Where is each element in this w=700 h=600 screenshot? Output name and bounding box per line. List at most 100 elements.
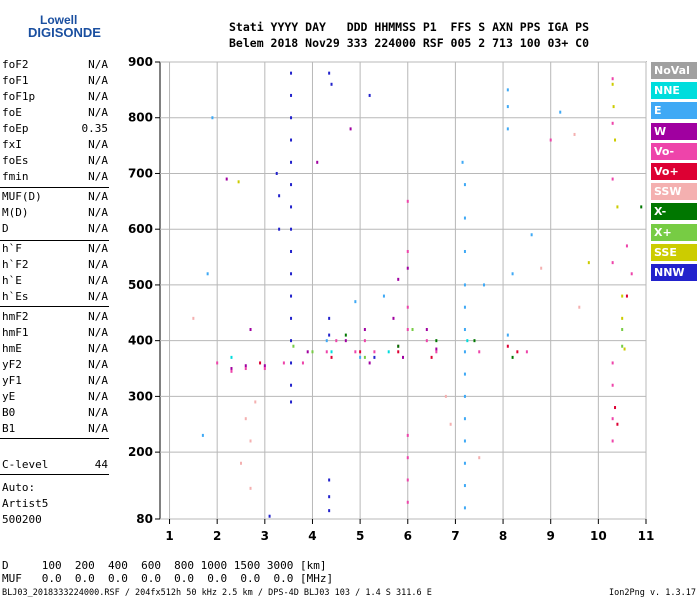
data-point-e — [511, 272, 514, 276]
data-point-e — [506, 333, 509, 337]
data-point-vo- — [330, 355, 333, 359]
data-point-vo- — [611, 439, 614, 443]
data-point-vo- — [516, 350, 519, 354]
legend-item-noval: NoVal — [651, 62, 697, 79]
data-point-nne — [330, 350, 333, 354]
data-point-nne — [387, 350, 390, 354]
data-point-vo- — [359, 350, 362, 354]
data-point-vo- — [406, 199, 409, 203]
data-point-nnw — [275, 171, 278, 175]
param-h-es-value: N/A — [88, 290, 108, 303]
header-line-1: Stati YYYY DAY DDD HHMMSS P1 FFS S AXN P… — [229, 20, 590, 34]
data-point-nnw — [290, 272, 293, 276]
data-point-x- — [511, 355, 514, 359]
param-fxi-value: N/A — [88, 138, 108, 151]
data-point-x- — [473, 339, 476, 343]
data-point-vo- — [282, 361, 285, 365]
data-point-e — [461, 160, 464, 164]
data-point-e — [463, 417, 466, 421]
data-point-vo- — [406, 249, 409, 253]
data-point-x- — [411, 328, 414, 332]
data-point-vo- — [406, 500, 409, 504]
param-m-d--value: N/A — [88, 206, 108, 219]
data-point-nnw — [290, 316, 293, 320]
x-tick-label: 3 — [261, 529, 269, 543]
y-tick-label: 800 — [128, 111, 153, 125]
auto-label: Auto: — [2, 481, 36, 494]
data-point-w — [402, 355, 404, 359]
data-point-nnw — [290, 227, 293, 231]
data-point-x- — [397, 344, 400, 348]
data-point-vo- — [611, 261, 614, 265]
plot-area — [159, 61, 647, 520]
data-point-nnw — [290, 138, 293, 142]
data-point-nnw — [328, 71, 331, 75]
data-point-x- — [621, 328, 624, 332]
data-point-e — [463, 216, 466, 220]
data-point-e — [382, 294, 385, 298]
param-muf-d--value: N/A — [88, 190, 108, 203]
data-point-nnw — [290, 249, 293, 253]
data-point-x- — [435, 339, 438, 343]
param-hmf2-value: N/A — [88, 310, 108, 323]
data-point-sse — [616, 205, 619, 209]
data-point-nnw — [290, 160, 293, 164]
param-foe-label: foE — [2, 106, 22, 119]
param-yf1-value: N/A — [88, 374, 108, 387]
data-point-w — [397, 277, 400, 281]
data-point-ssw — [578, 305, 581, 309]
data-point-ssw — [244, 417, 247, 421]
footer-muf-row: MUF 0.0 0.0 0.0 0.0 0.0 0.0 0.0 0.0 [MHz… — [2, 572, 334, 585]
legend-item-ssw: SSW — [651, 183, 697, 201]
data-point-vo- — [335, 339, 338, 343]
param-d-label: D — [2, 222, 9, 235]
data-point-x- — [363, 355, 366, 359]
data-point-vo- — [549, 138, 552, 142]
data-point-e — [463, 183, 466, 187]
data-point-vo- — [406, 328, 409, 332]
data-point-vo- — [325, 350, 328, 354]
data-point-nnw — [328, 495, 331, 499]
y-tick-label: 400 — [128, 334, 153, 348]
param-fxi-label: fxI — [2, 138, 22, 151]
param-foep-value: 0.35 — [81, 122, 109, 135]
logo-lowell: Lowell — [40, 13, 78, 27]
x-tick-label: 2 — [213, 529, 221, 543]
param-ye-label: yE — [2, 390, 16, 403]
legend-item-vo-: Vo+ — [651, 163, 697, 180]
data-point-sse — [612, 105, 615, 109]
x-tick-label: 11 — [638, 529, 655, 543]
data-point-vo- — [611, 77, 614, 81]
legend-item-nnw: NNW — [651, 264, 697, 281]
data-point-ssw — [249, 439, 252, 443]
param-b0-label: B0 — [2, 406, 16, 419]
data-point-w — [349, 127, 352, 131]
data-point-vo- — [525, 350, 528, 354]
data-point-ssw — [449, 422, 452, 426]
param-fof1p-value: N/A — [88, 90, 108, 103]
param-separator — [0, 240, 109, 241]
header-line-2: Belem 2018 Nov29 333 224000 RSF 005 2 71… — [229, 36, 590, 50]
data-point-vo- — [611, 383, 614, 387]
data-point-nnw — [328, 333, 331, 337]
data-point-vo- — [406, 478, 409, 482]
data-point-vo- — [478, 350, 481, 354]
data-point-w — [230, 367, 233, 371]
param-yf2-value: N/A — [88, 358, 108, 371]
data-point-ssw — [478, 456, 481, 460]
data-point-w — [344, 339, 347, 343]
param-separator — [0, 474, 109, 475]
legend-item-x-: X- — [651, 203, 697, 221]
data-point-e — [506, 127, 509, 131]
data-point-vo- — [397, 350, 400, 354]
data-point-sse — [621, 316, 624, 320]
data-point-e — [463, 249, 466, 253]
data-point-w — [306, 350, 309, 354]
data-point-nnw — [278, 194, 281, 198]
data-point-e — [463, 394, 466, 398]
data-point-e — [201, 433, 204, 437]
data-point-vo- — [611, 417, 614, 421]
y-tick-label: 300 — [128, 389, 153, 403]
legend-item-vo-: Vo- — [651, 142, 697, 160]
data-point-nnw — [290, 93, 293, 97]
